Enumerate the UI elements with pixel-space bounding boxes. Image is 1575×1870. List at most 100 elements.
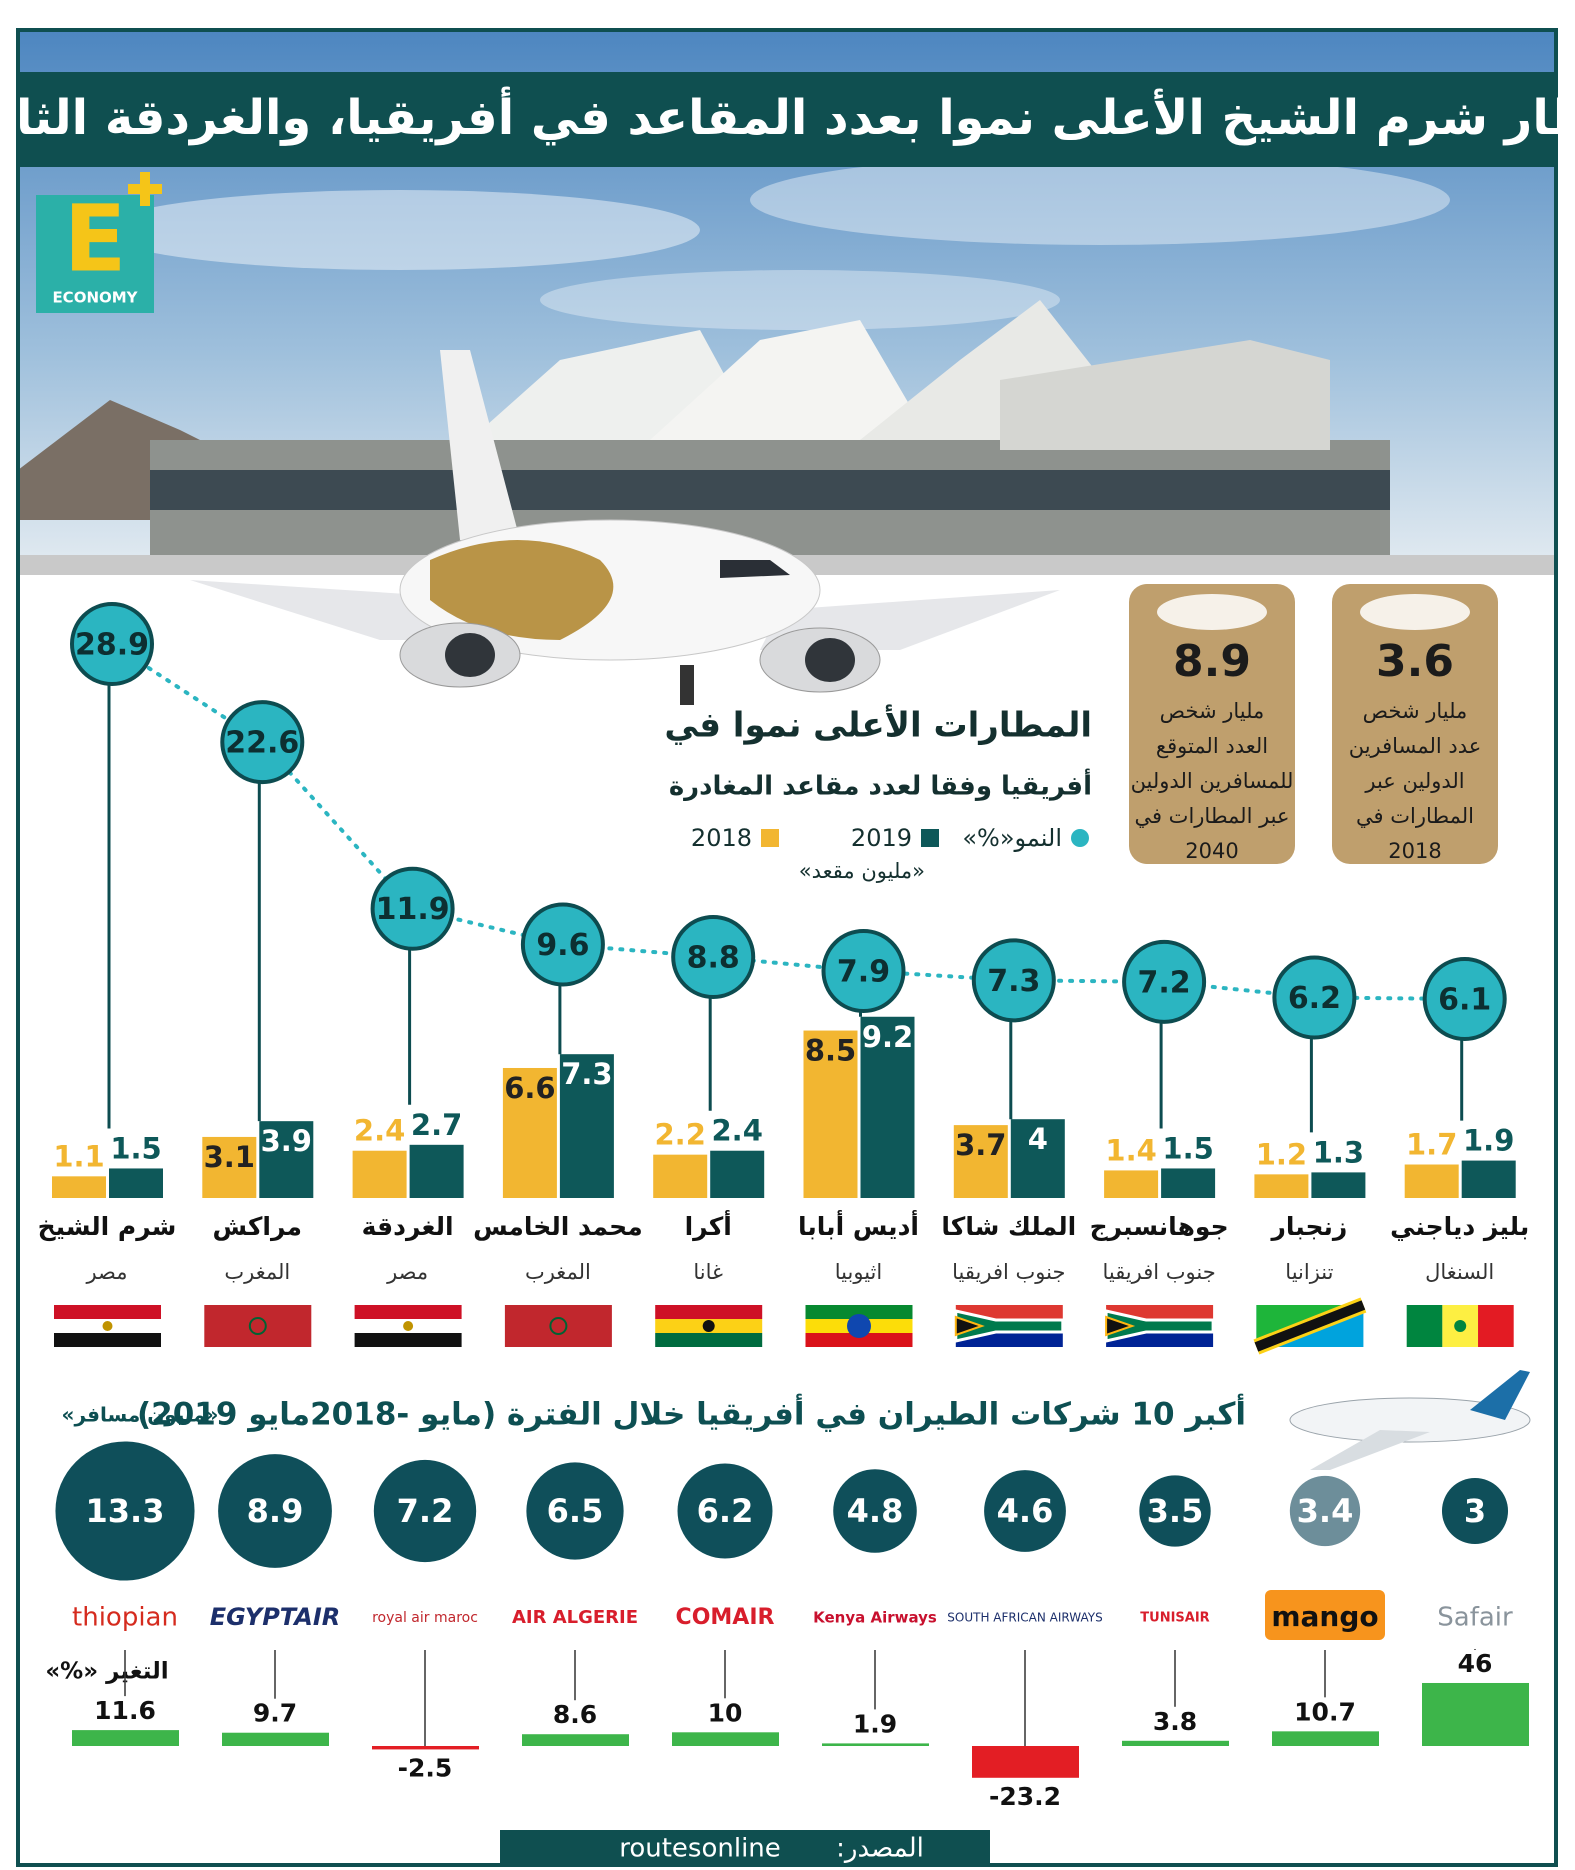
flag-part: [805, 1305, 913, 1319]
bar-value-label: 1.5: [110, 1131, 161, 1165]
bar-value-label: 3.9: [261, 1124, 312, 1158]
airline-logo: Safair: [1437, 1603, 1513, 1633]
airport-name: الغردقة: [362, 1212, 454, 1242]
country-name: غانا: [693, 1260, 723, 1284]
change-label: 1.9: [853, 1709, 897, 1738]
stat-text: 2018: [1388, 839, 1441, 863]
flag-part: [549, 1317, 568, 1335]
logo: E ECONOMY: [36, 172, 162, 313]
bar: [710, 1150, 765, 1198]
flag-part: [102, 1321, 113, 1331]
bubble-label: 13.3: [86, 1492, 165, 1530]
bubble-label: 6.5: [547, 1492, 604, 1530]
logo-bg: [1265, 1590, 1385, 1640]
stat-box: [1129, 584, 1295, 864]
bar-value-label: 7.3: [561, 1057, 612, 1091]
growth-label: 11.9: [376, 892, 450, 927]
flag-part: [805, 1333, 913, 1347]
bubble: [833, 1469, 917, 1553]
logo-text: ECONOMY: [52, 289, 138, 307]
growth-label: 8.8: [687, 940, 740, 975]
flag-part: [204, 1305, 312, 1347]
airline-logo: royal air maroc: [372, 1610, 478, 1626]
bar-value-label: 6.6: [504, 1071, 555, 1105]
change-label: -23.2: [989, 1782, 1061, 1811]
change-bar: [372, 1746, 479, 1750]
change-bar: [1122, 1740, 1229, 1746]
airport-name: زنجبار: [1270, 1212, 1348, 1241]
airport-name: بليز دياجني: [1390, 1212, 1529, 1242]
change-label: -2.5: [398, 1753, 453, 1782]
bubble: [984, 1470, 1066, 1552]
bubble-label: 6.2: [697, 1492, 754, 1530]
chart-unit: «مليون مقعد»: [799, 859, 925, 883]
bar-value-label: 3.7: [955, 1128, 1006, 1162]
growth-dot: [1422, 957, 1507, 1041]
flag-part: [248, 1317, 267, 1335]
bubble-label: 3.4: [1297, 1492, 1354, 1530]
bar-value-label: 2.7: [411, 1108, 462, 1142]
bar: [953, 1125, 1008, 1198]
change-label: التغير «%»: [45, 1659, 168, 1685]
stat-text: العدد المتوقع: [1156, 734, 1268, 758]
chart-subtitle: أفريقيا وفقا لعدد مقاعد المغادرة: [669, 769, 1092, 802]
flag-part: [54, 1305, 161, 1319]
bubble-label: 4.6: [997, 1492, 1054, 1530]
bubble-label: 8.9: [247, 1492, 304, 1530]
country-name: تنزانيا: [1285, 1260, 1333, 1284]
bar-value-label: 3.1: [204, 1140, 255, 1174]
bar: [1311, 1172, 1366, 1198]
bar: [559, 1054, 614, 1198]
bar-value-label: 1.9: [1463, 1124, 1514, 1158]
bar: [1254, 1174, 1309, 1198]
bar: [1104, 1170, 1159, 1198]
stat-text: مليار شخص: [1363, 699, 1468, 723]
growth-dot: [370, 866, 455, 951]
bubble-label: 3.5: [1147, 1492, 1204, 1530]
change-bar: [822, 1743, 929, 1746]
growth-dot: [821, 928, 906, 1013]
bar-value-label: 1.4: [1105, 1133, 1156, 1167]
country-name: جنوب افريقيا: [1102, 1260, 1215, 1284]
airport-name: أكرا: [685, 1210, 732, 1242]
airline-logo: TUNISAIR: [1140, 1611, 1209, 1626]
growth-dot: [1122, 939, 1207, 1024]
title: مطار شرم الشيخ الأعلى نموا بعدد المقاعد …: [0, 86, 1575, 146]
stat-value: 8.9: [1173, 636, 1251, 687]
change-label: 10: [708, 1698, 743, 1727]
legend-label: 2019: [851, 824, 912, 852]
flag-part: [954, 1309, 1065, 1343]
country-name: مصر: [386, 1260, 428, 1284]
growth-label: 6.2: [1288, 981, 1341, 1016]
bubble: [1139, 1475, 1211, 1547]
bar-value-label: 1.5: [1162, 1131, 1213, 1165]
airport-name: الملك شاكا: [941, 1212, 1076, 1241]
change-bar: [972, 1746, 1079, 1778]
flag-part: [354, 1305, 462, 1319]
bar-value-label: 9.2: [862, 1020, 913, 1054]
stat-text: عدد المسافرين: [1349, 734, 1482, 758]
airplane: [190, 350, 1060, 705]
growth-dot: [220, 700, 305, 785]
country-name: السنغال: [1425, 1260, 1494, 1284]
flag-part: [655, 1333, 763, 1347]
world-icon: [1360, 594, 1470, 630]
stat-box: [1332, 584, 1498, 864]
stat-text: 2040: [1185, 839, 1238, 863]
bubble: [526, 1462, 624, 1560]
bar-value-label: 2.4: [354, 1114, 405, 1148]
airline-logo: Kenya Airways: [813, 1609, 937, 1627]
flag-part: [354, 1333, 462, 1347]
legend-marker: [921, 829, 939, 847]
title-bar: [18, 72, 1556, 167]
bar: [352, 1150, 407, 1198]
airline-logo: thiopian: [72, 1603, 178, 1633]
change-bar: [1422, 1682, 1529, 1746]
flag-part: [1454, 1320, 1467, 1332]
country-name: جنوب افريقيا: [952, 1260, 1065, 1284]
country-name: مصر: [85, 1260, 127, 1284]
growth-label: 7.2: [1138, 965, 1191, 1000]
change-bar: [1272, 1731, 1379, 1746]
change-label: 8.6: [553, 1700, 597, 1729]
